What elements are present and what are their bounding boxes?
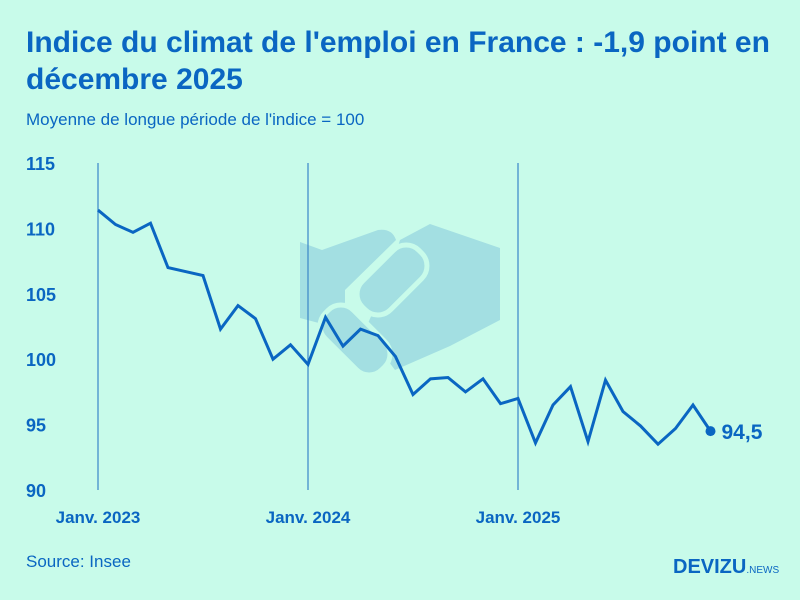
y-tick-label: 110 [26,219,55,239]
y-tick-label: 115 [26,154,55,174]
y-tick-label: 95 [26,416,46,436]
devizu-logo: DEVIZU.NEWS [673,556,779,579]
x-tick-label: Janv. 2025 [476,508,561,527]
source-note: Source: Insee [26,552,131,571]
y-tick-label: 100 [26,350,56,370]
last-value-label: 94,5 [722,421,763,444]
x-tick-label: Janv. 2023 [56,508,141,527]
series-line [97,208,712,447]
y-tick-label: 90 [26,481,46,501]
logo-suffix: .NEWS [746,565,780,576]
chart-subtitle: Moyenne de longue période de l'indice = … [26,110,365,129]
logo-main: DEVIZU [673,556,747,578]
last-point-marker [705,426,716,437]
x-tick-label: Janv. 2024 [266,508,351,527]
chart-title: Indice du climat de l'emploi en France :… [26,26,770,96]
y-tick-label: 105 [26,285,56,305]
handshake-icon [300,224,500,378]
